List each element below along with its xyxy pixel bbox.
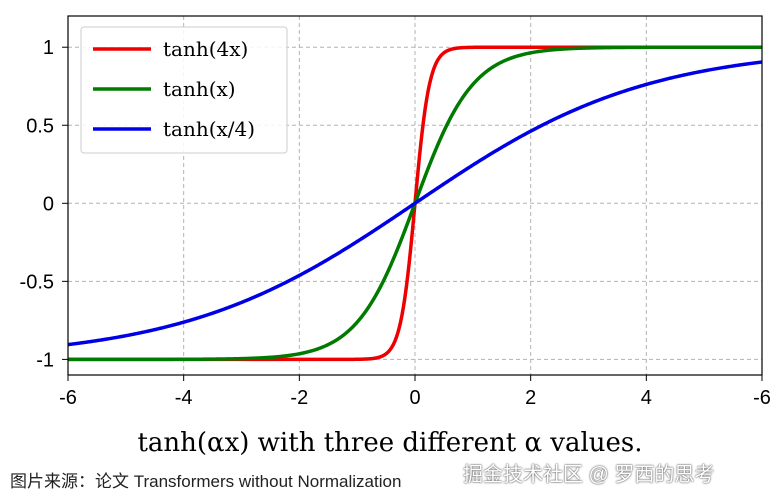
y-tick-label: 0.5 xyxy=(26,115,54,137)
legend-label: tanh(4x) xyxy=(163,37,248,61)
y-tick-label: 0 xyxy=(43,193,54,215)
legend-label: tanh(x/4) xyxy=(163,117,255,141)
x-tick-label: -6 xyxy=(59,387,77,409)
x-tick-label: -4 xyxy=(175,387,193,409)
x-tick-label: -2 xyxy=(290,387,308,409)
watermark: 掘金技术社区 @ 罗西的思考 xyxy=(463,458,714,487)
x-tick-label: 2 xyxy=(525,387,536,409)
y-tick-label: 1 xyxy=(43,37,54,59)
legend: tanh(4x) tanh(x) tanh(x/4) xyxy=(81,27,287,153)
x-tick-label: 4 xyxy=(641,387,652,409)
y-tick-label: -1 xyxy=(36,349,54,371)
y-tick-label: -0.5 xyxy=(20,271,54,293)
image-source-caption: 图片来源：论文 Transformers without Normalizati… xyxy=(10,467,401,492)
chart: -6 -4 -2 0 2 4 -6-1-0.500.51 tanh(4x)tanh(x)ta… xyxy=(0,0,782,460)
legend-label: tanh(x) xyxy=(163,77,236,101)
x-tick-label: 0 xyxy=(409,387,420,409)
x-tick-label: -6 xyxy=(753,387,771,409)
chart-title: tanh(αx) with three different α values. xyxy=(137,428,642,458)
